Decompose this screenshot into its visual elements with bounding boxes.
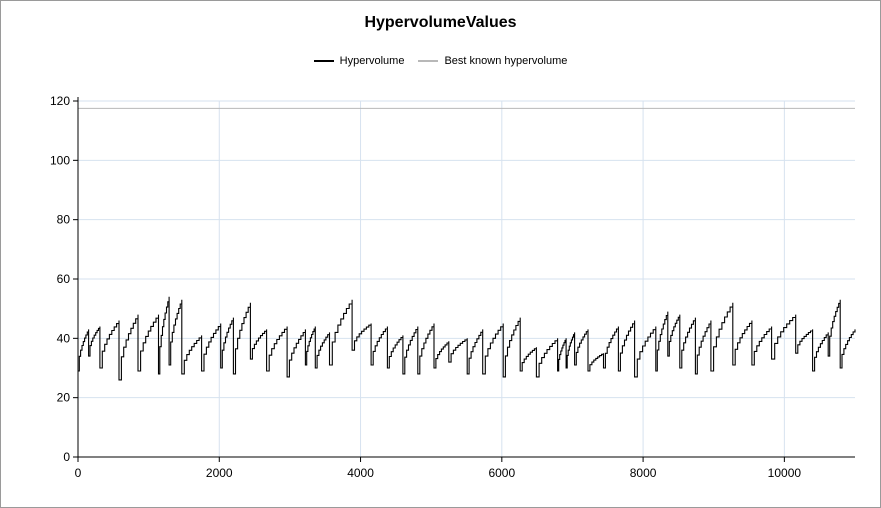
chart-title: HypervolumeValues (364, 14, 517, 31)
y-tick-label: 40 (57, 331, 71, 345)
y-tick-label: 20 (57, 391, 71, 405)
legend-item-hypervolume: Hypervolume (313, 55, 405, 67)
axis-layer: 0 20 40 60 80 100 120 0 2000 4000 6000 8000 10000 (50, 94, 855, 480)
y-tick-label: 120 (50, 94, 70, 108)
x-tick-label: 2000 (206, 466, 233, 480)
legend-label-hypervolume: Hypervolume (339, 55, 405, 67)
chart-legend: Hypervolume Best known hypervolume (0, 55, 881, 67)
y-tick-label: 0 (63, 450, 70, 464)
grid-layer (78, 100, 855, 457)
x-tick-label: 0 (75, 466, 82, 480)
y-tick-label: 60 (57, 272, 71, 286)
y-tick-label: 100 (50, 153, 70, 167)
x-tick-label: 4000 (347, 466, 374, 480)
hypervolume-line (78, 296, 856, 381)
legend-label-best-known: Best known hypervolume (444, 55, 568, 67)
series-layer (78, 107, 856, 381)
legend-item-best-known: Best known hypervolume (418, 55, 567, 67)
x-tick-label: 8000 (630, 466, 657, 480)
x-tick-label: 6000 (488, 466, 515, 480)
x-tick-label: 10000 (768, 466, 802, 480)
y-tick-label: 80 (57, 213, 71, 227)
legend-swatch-hypervolume (313, 60, 334, 62)
legend-swatch-best-known (418, 60, 439, 62)
